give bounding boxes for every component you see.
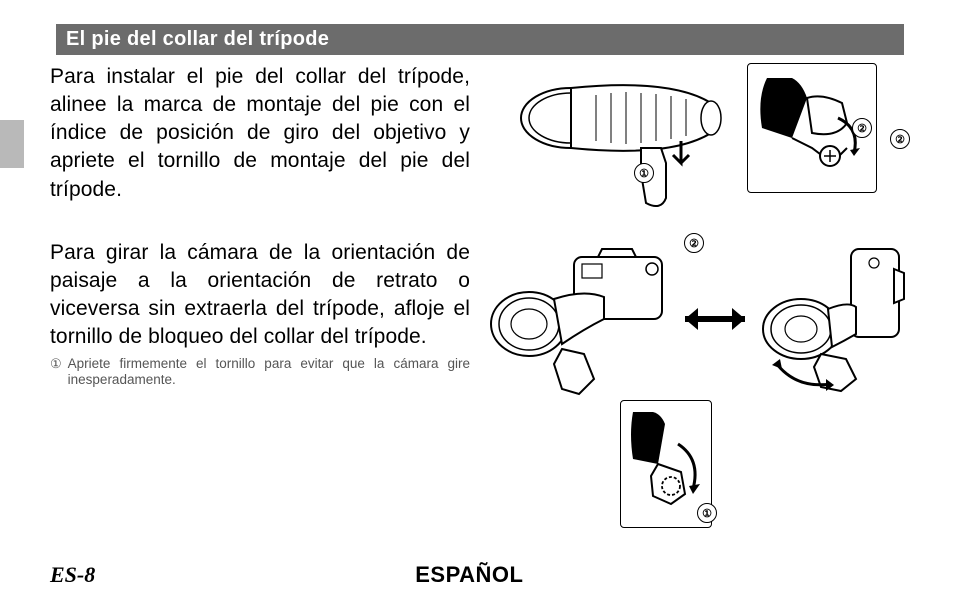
note: ① Apriete firmemente el tornillo para ev… <box>50 356 470 390</box>
note-symbol: ① <box>50 356 62 390</box>
lens-illustration <box>511 63 741 213</box>
detail-box-lock: ① <box>620 400 712 528</box>
callout-2c: ② <box>684 233 704 253</box>
row-rotate: Para girar la cámara de la orientación d… <box>50 239 904 409</box>
double-arrow-icon <box>680 294 750 344</box>
section-header: El pie del collar del trípode <box>56 24 904 55</box>
callout-label: ② <box>857 122 867 135</box>
page-number: ES-8 <box>50 562 95 588</box>
camera-landscape <box>484 239 674 409</box>
callout-label: ② <box>689 237 699 250</box>
figure-rotate: ② <box>484 239 906 409</box>
camera-landscape-wrap <box>484 239 674 409</box>
paragraph-install: Para instalar el pie del collar del tríp… <box>50 63 470 204</box>
callout-2b: ② <box>890 129 910 149</box>
text-col-2: Para girar la cámara de la orientación d… <box>50 239 470 409</box>
detail-box-mount: ② <box>747 63 877 193</box>
figure-install: ① ② ② <box>484 63 904 213</box>
callout-1b: ① <box>697 503 717 523</box>
paragraph-rotate: Para girar la cámara de la orientación d… <box>50 239 470 352</box>
text-col-1: Para instalar el pie del collar del tríp… <box>50 63 470 213</box>
callout-label: ② <box>895 133 905 146</box>
callout-1: ① <box>634 163 654 183</box>
lock-detail-illustration <box>623 404 709 524</box>
manual-page: El pie del collar del trípode Para insta… <box>0 0 954 604</box>
language-label: ESPAÑOL <box>415 562 523 588</box>
callout-label: ① <box>639 167 649 180</box>
note-text: Apriete firmemente el tornillo para evit… <box>68 356 470 390</box>
callout-label: ① <box>702 507 712 520</box>
callout-2a: ② <box>852 118 872 138</box>
row-install: Para instalar el pie del collar del tríp… <box>50 63 904 213</box>
camera-portrait <box>756 239 906 409</box>
page-footer: ES-8 ESPAÑOL <box>0 562 954 588</box>
section-tab <box>0 120 24 168</box>
